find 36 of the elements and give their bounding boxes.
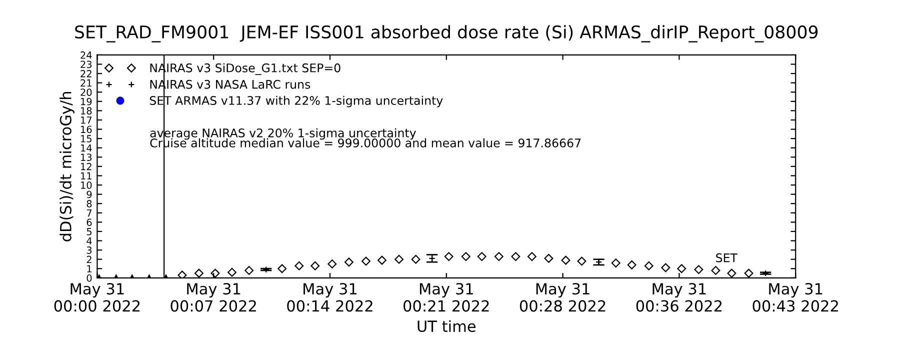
y-tick-label: 6 bbox=[86, 218, 92, 226]
y-tick-label: 19 bbox=[81, 98, 92, 106]
y-tick-label: 18 bbox=[81, 107, 92, 115]
y-tick-label: 9 bbox=[86, 190, 92, 198]
y-tick-label: 23 bbox=[80, 60, 92, 68]
y-tick-label: 13 bbox=[81, 154, 92, 161]
y-axis-title: dD(Si)/dt microGy/h bbox=[60, 92, 74, 242]
y-tick-label: 16 bbox=[81, 126, 92, 134]
y-tick-label: 1 bbox=[87, 265, 92, 272]
y-tick-label: 20 bbox=[80, 88, 92, 96]
x-tick-label: May 31 00:43 2022 bbox=[752, 283, 838, 312]
y-tick-label: 14 bbox=[81, 144, 92, 152]
y-tick-label: 22 bbox=[80, 70, 92, 78]
x-tick-label: May 31 00:36 2022 bbox=[636, 283, 722, 312]
y-tick-label: 4 bbox=[86, 237, 92, 244]
y-tick-label: 15 bbox=[81, 135, 92, 142]
y-tick-label: 3 bbox=[86, 246, 92, 254]
x-tick-label: May 31 00:21 2022 bbox=[404, 283, 489, 312]
x-tick-label: May 31 00:00 2022 bbox=[54, 283, 140, 312]
y-tick-label: 10 bbox=[81, 181, 92, 189]
x-axis-title: UT time bbox=[418, 320, 476, 332]
x-tick-label: May 31 00:14 2022 bbox=[287, 283, 372, 312]
annotation: SET bbox=[716, 253, 738, 262]
y-tick-label: 24 bbox=[80, 51, 92, 59]
y-tick-label: 2 bbox=[86, 256, 92, 264]
x-tick-label: May 31 00:28 2022 bbox=[520, 283, 606, 312]
y-tick-label: 21 bbox=[80, 79, 92, 87]
y-tick-label: 11 bbox=[81, 172, 92, 180]
y-tick-label: 8 bbox=[86, 200, 92, 208]
y-tick-label: 0 bbox=[86, 274, 92, 282]
y-tick-label: 17 bbox=[81, 116, 92, 124]
x-tick-label: May 31 00:07 2022 bbox=[170, 283, 256, 312]
y-tick-label: 7 bbox=[86, 209, 92, 217]
y-tick-label: 12 bbox=[81, 162, 92, 170]
y-tick-label: 5 bbox=[86, 228, 92, 236]
chart-title: SET_RAD_FM9001 JEM-EF ISS001 absorbed dose rate (Si) ARMAS_dirIP_Report_08009 bbox=[75, 25, 818, 42]
